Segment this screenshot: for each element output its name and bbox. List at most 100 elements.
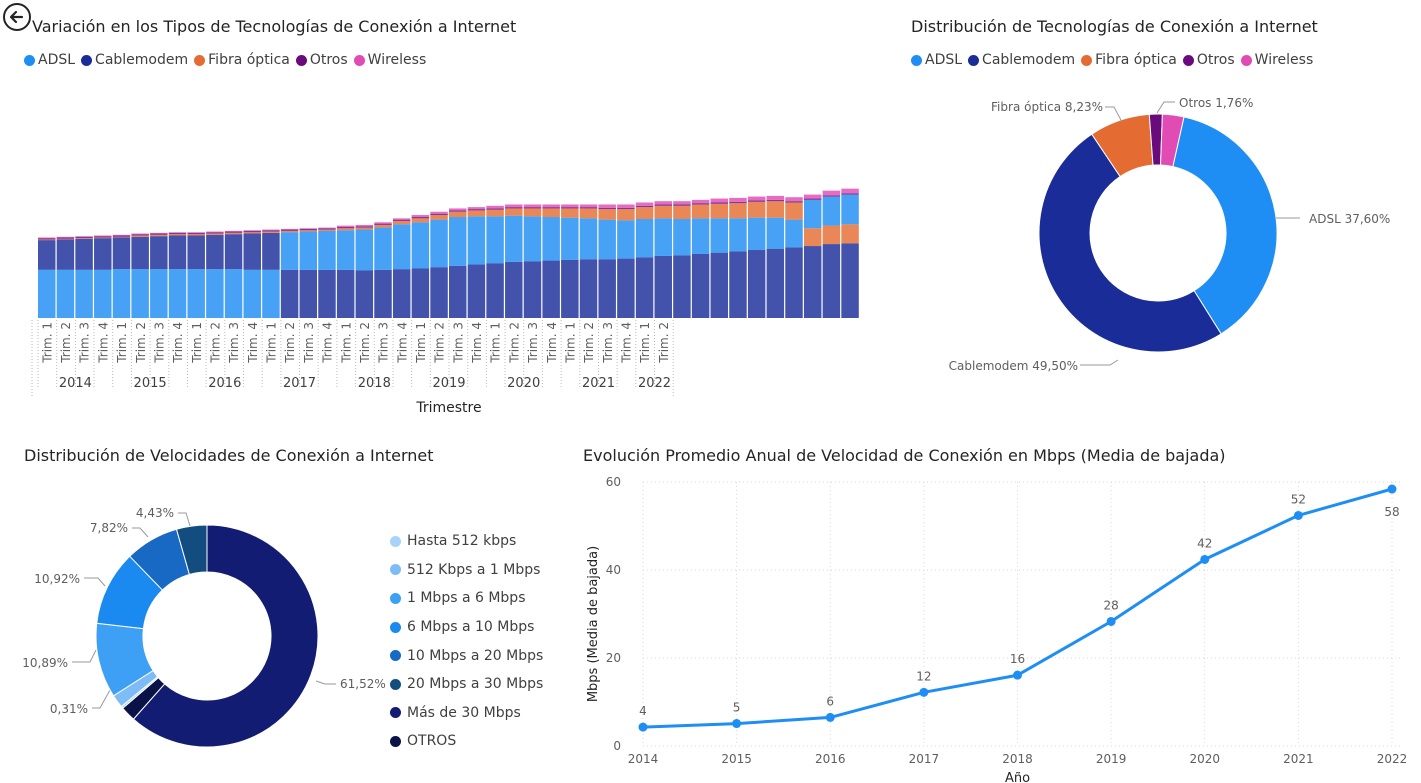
area-band-segment[interactable] <box>822 244 841 318</box>
area-band-segment[interactable] <box>131 233 149 235</box>
data-point[interactable] <box>1293 510 1303 520</box>
area-band-segment[interactable] <box>635 207 654 219</box>
area-band-segment[interactable] <box>486 263 504 318</box>
area-band-segment[interactable] <box>374 224 392 228</box>
area-band-segment[interactable] <box>673 201 691 205</box>
area-band-segment[interactable] <box>299 230 318 232</box>
area-band-segment[interactable] <box>803 198 822 200</box>
area-band-segment[interactable] <box>355 229 374 271</box>
area-band-segment[interactable] <box>561 217 579 260</box>
area-band-segment[interactable] <box>243 232 261 234</box>
area-band-segment[interactable] <box>486 209 504 217</box>
area-band-segment[interactable] <box>112 237 131 270</box>
tech-donut-legend-item[interactable]: Otros <box>1182 52 1235 68</box>
back-arrow-icon[interactable] <box>2 2 32 32</box>
area-band-segment[interactable] <box>710 202 729 204</box>
area-band-segment[interactable] <box>355 227 374 230</box>
area-band-segment[interactable] <box>523 261 542 318</box>
area-band-segment[interactable] <box>206 269 224 318</box>
area-band-segment[interactable] <box>75 236 93 237</box>
area-band-segment[interactable] <box>729 197 747 202</box>
area-band-segment[interactable] <box>486 216 504 264</box>
area-band-segment[interactable] <box>617 220 635 259</box>
area-band-segment[interactable] <box>187 232 205 235</box>
area-band-segment[interactable] <box>673 219 691 256</box>
area-band-segment[interactable] <box>467 216 486 265</box>
area-band-segment[interactable] <box>430 219 448 268</box>
area-band-segment[interactable] <box>392 219 411 221</box>
data-point[interactable] <box>919 687 929 697</box>
area-band-segment[interactable] <box>467 210 486 217</box>
area-band-segment[interactable] <box>131 236 149 270</box>
area-band-segment[interactable] <box>449 217 467 266</box>
area-band-segment[interactable] <box>392 224 411 270</box>
speed-legend-item[interactable]: Hasta 512 kbps <box>390 527 543 556</box>
area-band-segment[interactable] <box>299 269 318 318</box>
area-band-segment[interactable] <box>299 228 318 231</box>
area-band-segment[interactable] <box>523 204 542 208</box>
area-band-segment[interactable] <box>243 269 261 318</box>
donut-slice[interactable] <box>1160 113 1185 168</box>
area-band-segment[interactable] <box>168 232 187 233</box>
area-band-segment[interactable] <box>785 201 803 203</box>
area-band-segment[interactable] <box>523 216 542 262</box>
area-band-segment[interactable] <box>280 269 299 318</box>
area-band-segment[interactable] <box>411 268 430 319</box>
area-band-segment[interactable] <box>542 208 560 218</box>
area-band-segment[interactable] <box>523 207 542 209</box>
area-band-segment[interactable] <box>355 270 374 318</box>
area-band-segment[interactable] <box>579 208 598 219</box>
area-band-segment[interactable] <box>598 207 616 210</box>
area-band-segment[interactable] <box>486 205 504 209</box>
area-band-segment[interactable] <box>75 238 93 239</box>
area-band-segment[interactable] <box>579 207 598 209</box>
area-band-segment[interactable] <box>75 236 93 239</box>
area-band-segment[interactable] <box>635 219 654 258</box>
area-band-segment[interactable] <box>598 209 616 220</box>
area-band-segment[interactable] <box>822 195 841 197</box>
area-band-segment[interactable] <box>187 234 205 236</box>
area-band-segment[interactable] <box>280 229 299 231</box>
speed-legend-item[interactable]: Más de 30 Mbps <box>390 699 543 728</box>
area-band-segment[interactable] <box>710 218 729 253</box>
area-band-segment[interactable] <box>336 230 355 270</box>
area-band-segment[interactable] <box>561 204 579 208</box>
area-band-segment[interactable] <box>224 231 243 233</box>
donut-slice[interactable] <box>132 524 319 748</box>
tech-donut-legend-item[interactable]: Cablemodem <box>968 52 1075 68</box>
area-band-segment[interactable] <box>355 226 374 228</box>
area-band-segment[interactable] <box>299 228 318 229</box>
tech-area-legend-item[interactable]: Cablemodem <box>81 52 188 68</box>
area-band-segment[interactable] <box>336 225 355 227</box>
area-band-segment[interactable] <box>430 215 448 220</box>
area-band-segment[interactable] <box>392 220 411 225</box>
tech-donut-legend-item[interactable]: ADSL <box>911 52 962 68</box>
data-point[interactable] <box>1013 670 1022 680</box>
area-band-segment[interactable] <box>94 238 112 270</box>
area-band-segment[interactable] <box>747 217 766 251</box>
area-band-segment[interactable] <box>206 232 224 234</box>
area-band-segment[interactable] <box>841 243 859 318</box>
area-band-segment[interactable] <box>673 205 691 219</box>
speed-legend-item[interactable]: 6 Mbps a 10 Mbps <box>390 613 543 642</box>
area-band-segment[interactable] <box>579 204 598 208</box>
area-band-segment[interactable] <box>691 204 710 219</box>
series-line[interactable] <box>642 487 1393 729</box>
speed-legend-item[interactable]: 512 Kbps a 1 Mbps <box>390 556 543 585</box>
area-band-segment[interactable] <box>691 203 710 205</box>
area-band-segment[interactable] <box>617 204 635 208</box>
area-band-segment[interactable] <box>374 222 392 224</box>
area-band-segment[interactable] <box>505 215 523 262</box>
area-band-segment[interactable] <box>336 269 355 318</box>
area-band-segment[interactable] <box>206 233 224 235</box>
area-band-segment[interactable] <box>841 194 859 225</box>
area-band-segment[interactable] <box>691 199 710 204</box>
donut-slice[interactable] <box>175 524 208 576</box>
area-band-segment[interactable] <box>729 201 747 204</box>
area-band-segment[interactable] <box>803 194 822 199</box>
area-band-segment[interactable] <box>822 196 841 226</box>
area-band-segment[interactable] <box>318 229 336 231</box>
area-band-segment[interactable] <box>747 250 766 318</box>
area-band-segment[interactable] <box>579 259 598 318</box>
area-band-segment[interactable] <box>505 207 523 209</box>
